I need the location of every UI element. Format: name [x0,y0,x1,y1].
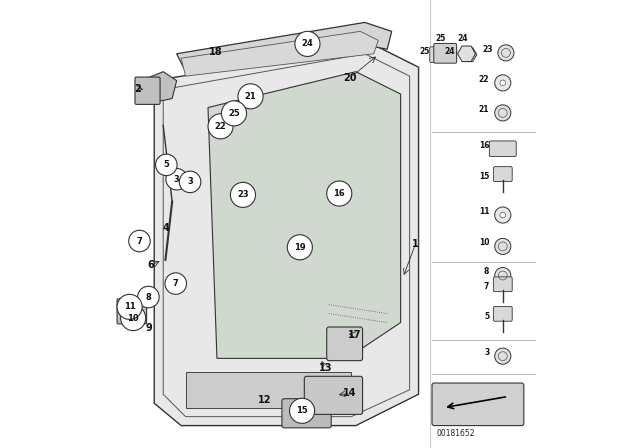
Text: 13: 13 [319,363,332,373]
Polygon shape [177,22,392,72]
Text: 23: 23 [482,45,493,54]
Circle shape [295,31,320,56]
Text: 4: 4 [163,224,170,233]
Text: 7: 7 [173,279,179,288]
Polygon shape [461,47,477,62]
Text: 15: 15 [296,406,308,415]
Circle shape [500,80,506,86]
Circle shape [495,267,511,284]
Circle shape [500,212,506,218]
Text: 3: 3 [188,177,193,186]
Text: 00181652: 00181652 [436,429,475,438]
FancyBboxPatch shape [434,43,457,63]
Text: 10: 10 [479,238,490,247]
Text: 24: 24 [458,34,468,43]
Circle shape [166,168,188,190]
Polygon shape [154,45,419,426]
Circle shape [156,154,177,176]
Text: 15: 15 [479,172,490,181]
Text: 9: 9 [145,323,152,333]
Circle shape [179,171,201,193]
Circle shape [117,294,142,319]
Text: 21: 21 [244,92,257,101]
Text: 6: 6 [148,260,154,270]
Circle shape [495,207,511,223]
Circle shape [230,182,255,207]
Circle shape [498,45,514,61]
Circle shape [289,398,315,423]
Polygon shape [208,72,401,358]
Text: 11: 11 [124,302,136,311]
Circle shape [495,75,511,91]
Text: 8: 8 [484,267,490,276]
Text: 14: 14 [343,388,356,398]
FancyBboxPatch shape [282,399,332,428]
Text: 20: 20 [344,73,357,82]
FancyBboxPatch shape [135,77,160,104]
FancyBboxPatch shape [430,47,457,62]
Circle shape [327,181,352,206]
Polygon shape [141,72,177,103]
Circle shape [238,84,263,109]
FancyBboxPatch shape [493,306,512,321]
Polygon shape [186,372,351,408]
Polygon shape [458,46,476,61]
Circle shape [287,235,312,260]
Text: 8: 8 [145,293,151,302]
Text: 22: 22 [214,122,227,131]
Text: 18: 18 [209,47,223,56]
Text: 7: 7 [484,282,490,291]
FancyBboxPatch shape [117,299,147,324]
FancyBboxPatch shape [432,383,524,426]
Text: 25: 25 [435,34,445,43]
Text: 7: 7 [136,237,142,246]
Text: 5: 5 [484,312,490,321]
Circle shape [129,230,150,252]
Circle shape [495,238,511,254]
Circle shape [208,114,233,139]
Polygon shape [181,31,378,76]
Circle shape [221,101,246,126]
Text: 17: 17 [348,330,361,340]
Text: 3: 3 [484,348,490,357]
Circle shape [138,286,159,308]
Circle shape [495,348,511,364]
Text: 12: 12 [258,395,271,405]
Text: 5: 5 [163,160,169,169]
FancyBboxPatch shape [305,376,362,414]
Text: 19: 19 [294,243,306,252]
FancyBboxPatch shape [493,277,512,292]
Text: 22: 22 [479,75,490,84]
Text: 3: 3 [174,175,179,184]
Circle shape [121,306,146,331]
FancyBboxPatch shape [490,141,516,156]
Text: 16: 16 [479,141,490,150]
Text: 24: 24 [301,39,314,48]
FancyBboxPatch shape [327,327,362,361]
Text: 25: 25 [228,109,240,118]
Text: 1: 1 [412,239,419,249]
Text: 16: 16 [333,189,345,198]
Text: 25: 25 [419,47,430,56]
Text: 10: 10 [127,314,139,323]
Text: 23: 23 [237,190,249,199]
Circle shape [165,273,186,294]
Text: 24: 24 [445,47,455,56]
Text: 21: 21 [479,105,490,114]
Text: 2: 2 [134,84,141,94]
FancyBboxPatch shape [493,167,512,181]
Circle shape [495,105,511,121]
Text: 11: 11 [479,207,490,216]
